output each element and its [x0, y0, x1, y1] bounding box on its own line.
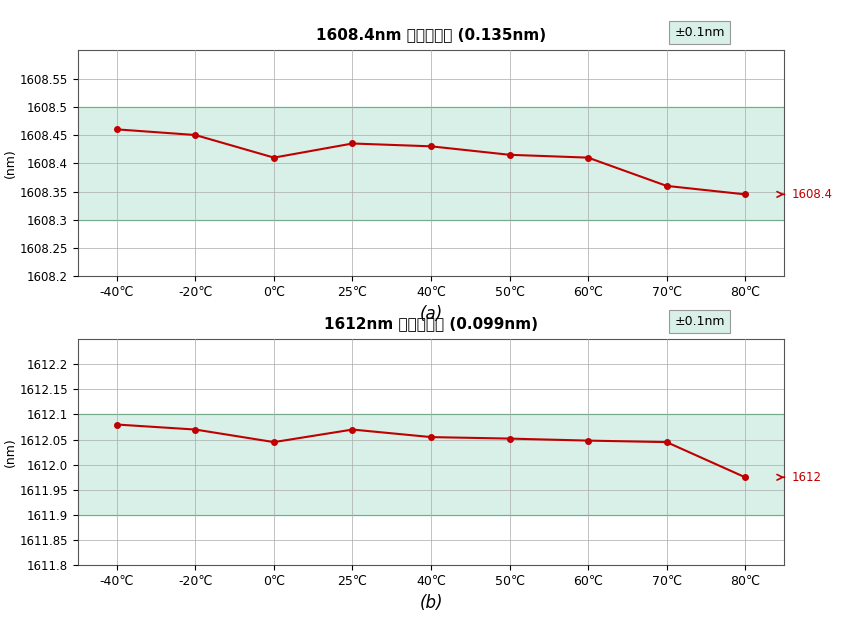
- Bar: [77, 414, 784, 515]
- Text: (a): (a): [419, 305, 442, 323]
- Y-axis label: (nm): (nm): [3, 148, 16, 178]
- Title: 1608.4nm 파장안정도 (0.135nm): 1608.4nm 파장안정도 (0.135nm): [316, 27, 545, 42]
- Title: 1612nm 파장안정도 (0.099nm): 1612nm 파장안정도 (0.099nm): [324, 316, 537, 331]
- Text: 1612: 1612: [790, 471, 821, 484]
- Text: ±0.1nm: ±0.1nm: [673, 315, 724, 328]
- Text: ±0.1nm: ±0.1nm: [673, 26, 724, 39]
- Text: (b): (b): [418, 594, 443, 612]
- Bar: [77, 107, 784, 220]
- Text: 1608.4: 1608.4: [790, 188, 832, 201]
- Y-axis label: (nm): (nm): [3, 437, 16, 467]
